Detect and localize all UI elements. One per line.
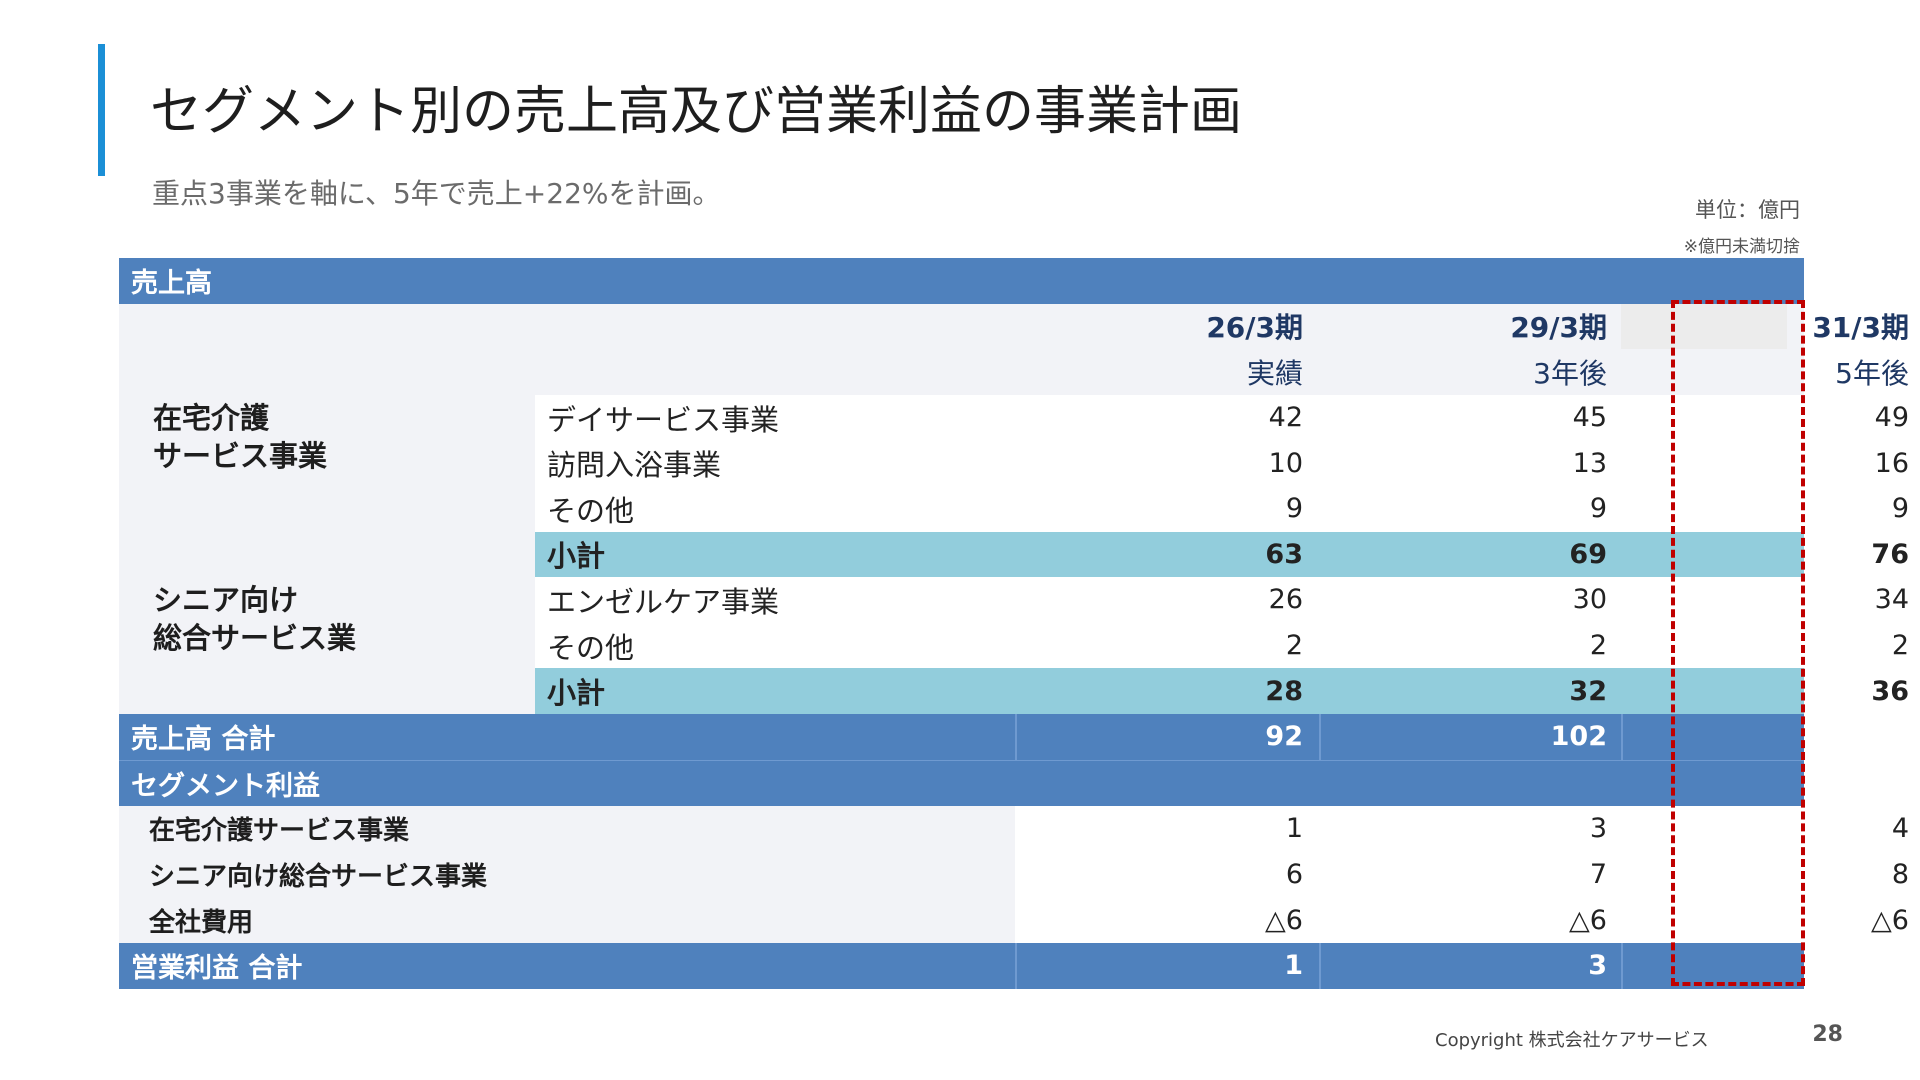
table-row: 在宅介護サービス事業 1 3 4 [119,806,1909,852]
value-cell: 6 [1285,859,1303,891]
table-row: その他 2 2 2 [119,623,1909,669]
business-plan-table: 売上高 26/3期 29/3期 31/3期 実績 3年後 5年後 在宅介護 サー… [119,258,1909,989]
subtotal-row: 小計 28 32 36 [119,668,1909,714]
value-cell: 16 [1874,447,1909,479]
segment-2-label-bg [119,577,535,714]
item-label: デイサービス事業 [547,402,780,437]
segment-2-block: シニア向け 総合サービス業 エンゼルケア事業 26 30 34 その他 2 2 … [119,577,1909,714]
period-1-sub: 実績 [1246,356,1303,390]
operating-profit-total-row: 営業利益 合計 1 3 6 [119,942,1909,989]
segment-2-name-line1: シニア向け [153,583,299,618]
segment-1-label-bg [119,394,535,578]
segment-1-block: 在宅介護 サービス事業 デイサービス事業 42 45 49 訪問入浴事業 10 … [119,394,1909,578]
value-cell: 2 [1891,630,1909,662]
table-row: 全社費用 △6 △6 △6 [119,897,1909,943]
copyright-text: Copyright 株式会社ケアサービス [1435,1030,1709,1051]
sales-section-label: 売上高 [131,268,212,300]
unit-label: 単位：億円 [1695,198,1800,222]
value-cell: 10 [1268,447,1303,479]
table-row: その他 9 9 9 [119,486,1909,532]
subtotal-value: 28 [1265,675,1303,707]
value-cell: 3 [1589,813,1607,845]
value-cell: 13 [1572,447,1607,479]
operating-profit-total-value: 6 [1621,942,1920,989]
sales-total-value: 112 [1621,713,1920,760]
segment-1-name-line1: 在宅介護 [153,400,270,435]
sales-section-header: 売上高 [119,258,1804,304]
profit-section-label: セグメント利益 [131,770,320,802]
period-3-sub: 5年後 [1835,356,1909,390]
segment-2-name: シニア向け 総合サービス業 [119,581,535,657]
operating-profit-total-value: 3 [1319,942,1621,989]
subtotal-bg [535,531,1804,578]
subtotal-label: 小計 [547,539,606,574]
value-cell: 49 [1874,402,1909,434]
subtotal-value: 69 [1569,538,1607,570]
period-1-label: 26/3期 [1206,311,1303,345]
rounding-note: ※億円未満切捨 [1683,237,1800,257]
period-gap-cell [1621,303,1787,350]
value-cell: 30 [1572,584,1607,616]
period-3-label: 31/3期 [1812,311,1909,345]
value-cell: △6 [1265,904,1303,936]
value-cell: 42 [1268,402,1303,434]
profit-label-bg [119,806,1015,943]
value-cell: 9 [1589,493,1607,525]
profit-label: 全社費用 [149,907,254,938]
value-cell: 9 [1285,493,1303,525]
sales-total-label: 売上高 合計 [131,724,276,756]
sales-total-row: 売上高 合計 92 102 112 [119,713,1909,760]
value-cell: 1 [1285,813,1303,845]
period-header-row: 26/3期 29/3期 31/3期 [119,303,1909,350]
subtotal-row: 小計 63 69 76 [119,531,1909,578]
value-cell: 4 [1891,813,1909,845]
profit-rows: 在宅介護サービス事業 1 3 4 シニア向け総合サービス事業 6 7 8 全社費… [119,806,1909,943]
table-row: シニア向け総合サービス事業 6 7 8 [119,852,1909,898]
subtotal-value: 63 [1265,538,1303,570]
item-label: 訪問入浴事業 [547,448,722,483]
period-sub-row: 実績 3年後 5年後 [119,349,1909,395]
value-cell: 45 [1572,402,1607,434]
value-cell: 34 [1874,584,1909,616]
item-label: その他 [547,630,635,665]
sales-total-value: 102 [1319,713,1621,760]
sales-total-value: 92 [1015,713,1317,760]
profit-label: 在宅介護サービス事業 [149,816,410,847]
segment-1-name-line2: サービス事業 [153,438,328,473]
table-row: エンゼルケア事業 26 30 34 [119,577,1909,623]
subtotal-value: 36 [1871,675,1909,707]
item-label: その他 [547,493,635,528]
value-cell: 26 [1268,584,1303,616]
value-cell: 9 [1891,493,1909,525]
subtotal-label: 小計 [547,676,606,711]
period-2-sub: 3年後 [1533,356,1607,390]
profit-label: シニア向け総合サービス事業 [149,862,488,893]
period-2-label: 29/3期 [1510,311,1607,345]
operating-profit-total-value: 1 [1015,942,1317,989]
subtotal-bg [535,668,1804,714]
subtotal-value: 32 [1569,675,1607,707]
value-cell: △6 [1871,904,1909,936]
value-cell: 2 [1285,630,1303,662]
value-cell: △6 [1569,904,1607,936]
item-label: エンゼルケア事業 [547,584,780,619]
profit-section-header: セグメント利益 [119,759,1804,807]
title-accent-bar [98,44,105,176]
page-title: セグメント別の売上高及び営業利益の事業計画 [150,82,1243,142]
subtotal-value: 76 [1871,538,1909,570]
page-subtitle: 重点3事業を軸に、5年で売上+22%を計画。 [152,177,721,210]
value-cell: 8 [1891,859,1909,891]
table-row: 訪問入浴事業 10 13 16 [119,440,1909,486]
value-cell: 2 [1589,630,1607,662]
segment-2-name-line2: 総合サービス業 [153,621,357,656]
table-row: デイサービス事業 42 45 49 [119,395,1909,441]
value-cell: 7 [1589,859,1607,891]
segment-1-name: 在宅介護 サービス事業 [119,399,535,475]
operating-profit-total-label: 営業利益 合計 [131,953,303,985]
page-number: 28 [1812,1022,1843,1047]
